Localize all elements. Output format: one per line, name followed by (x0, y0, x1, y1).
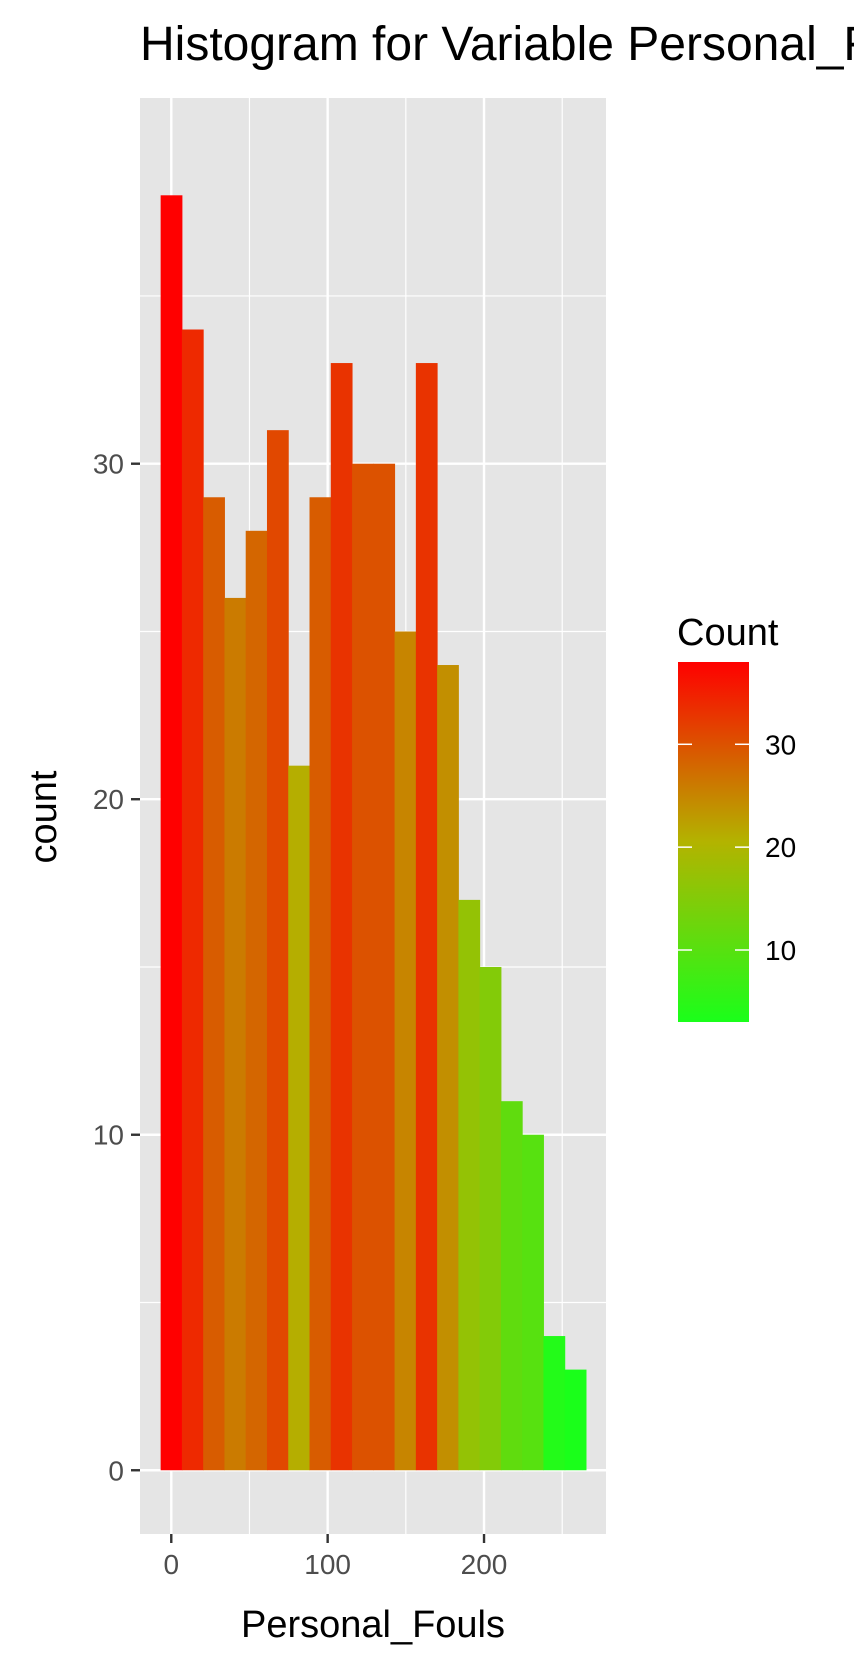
legend-tick-label: 30 (765, 729, 796, 760)
x-axis-title: Personal_Fouls (241, 1604, 505, 1646)
histogram-bar (288, 765, 311, 1471)
histogram-bar (224, 597, 247, 1471)
x-tick-label: 200 (461, 1549, 508, 1580)
histogram-bar (500, 1101, 523, 1471)
chart-title: Histogram for Variable Personal_Fouls (140, 18, 854, 71)
y-tick-label: 20 (93, 784, 124, 815)
histogram-bar (181, 329, 204, 1471)
legend-tick-label: 10 (765, 935, 796, 966)
histogram-bar (522, 1134, 544, 1471)
histogram-bar (394, 631, 417, 1471)
histogram-bar (352, 463, 374, 1471)
y-axis-title: count (23, 770, 65, 863)
x-tick-label: 0 (163, 1549, 179, 1580)
histogram-bar (245, 530, 268, 1471)
histogram-bar (203, 497, 225, 1471)
histogram-bar (266, 430, 289, 1471)
histogram-bar (458, 899, 481, 1471)
histogram-bar (564, 1369, 587, 1471)
x-axis: 0 100 200 (163, 1534, 507, 1580)
histogram-bar (415, 363, 438, 1471)
x-tick-label: 100 (304, 1549, 351, 1580)
histogram-bar (330, 363, 353, 1471)
histogram-bar (437, 665, 459, 1471)
histogram-bar (373, 463, 396, 1471)
histogram-bar (479, 966, 502, 1471)
bars (160, 195, 587, 1471)
histogram-bar (309, 497, 332, 1471)
histogram-bar (160, 195, 183, 1471)
y-tick-label: 10 (93, 1120, 124, 1151)
legend: Count 10 20 30 (677, 612, 796, 1022)
histogram-bar (543, 1336, 566, 1471)
y-tick-label: 30 (93, 449, 124, 480)
legend-title: Count (677, 612, 779, 654)
legend-ticks: 10 20 30 (678, 729, 796, 966)
legend-colorbar (678, 662, 749, 1022)
legend-tick-label: 20 (765, 832, 796, 863)
y-axis: 0 10 20 30 (93, 449, 140, 1486)
y-tick-label: 0 (108, 1455, 124, 1486)
